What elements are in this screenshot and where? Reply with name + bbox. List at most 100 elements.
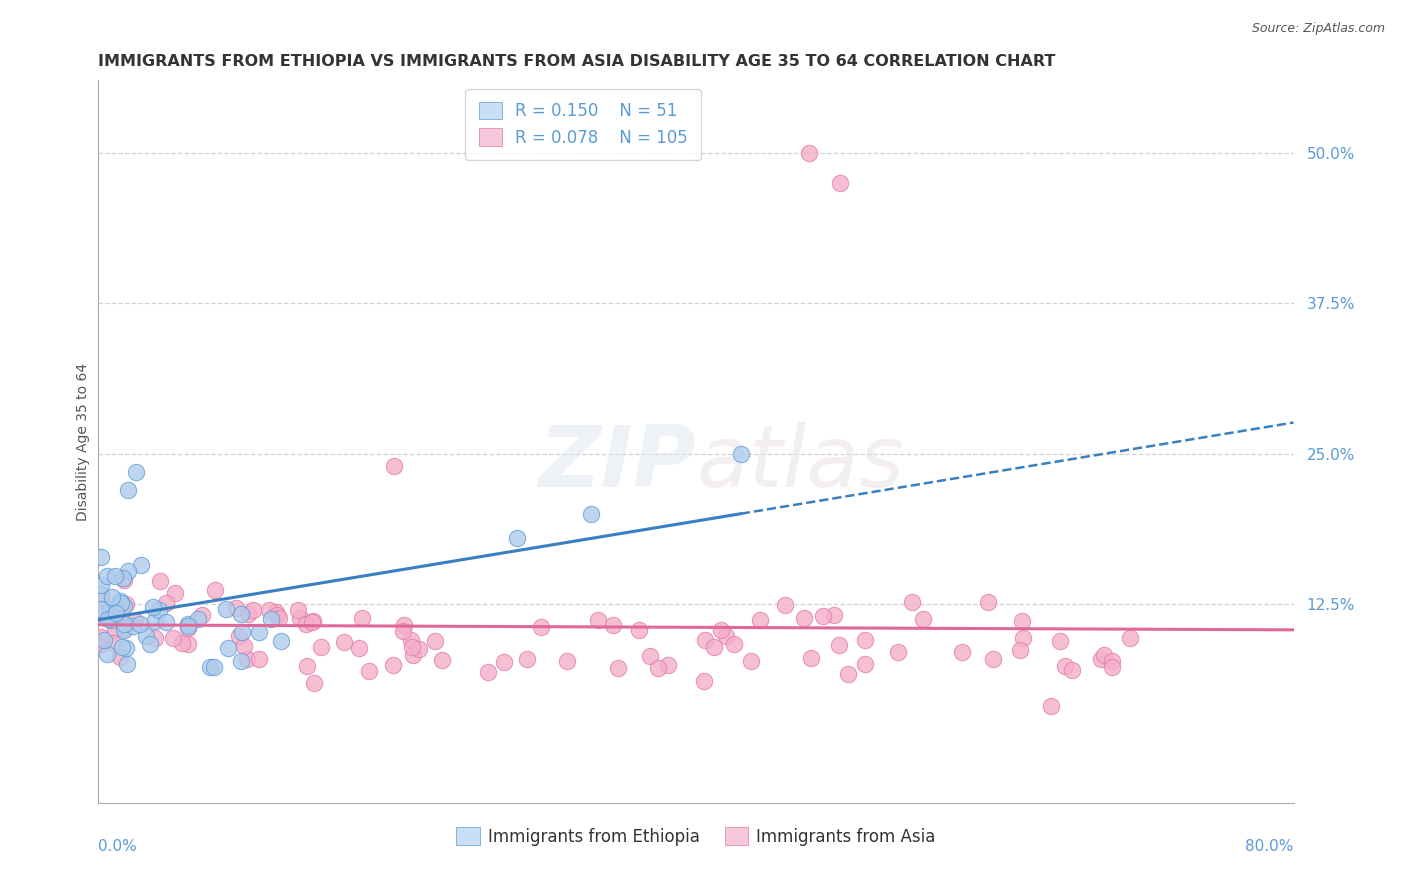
Point: [112, 623, 135, 637]
Point: [117, 657, 139, 671]
Point: [135, 629, 157, 643]
Point: [581, 507, 603, 521]
Point: [104, 607, 127, 621]
Point: [1090, 652, 1112, 666]
Point: [204, 583, 226, 598]
Point: [693, 673, 716, 688]
Point: [225, 600, 247, 615]
Point: [1011, 631, 1033, 645]
Point: [110, 596, 132, 610]
Point: [1011, 614, 1033, 628]
Point: [128, 617, 150, 632]
Point: [657, 657, 679, 672]
Point: [981, 652, 1004, 666]
Point: [773, 599, 796, 613]
Point: [101, 590, 124, 604]
Point: [163, 586, 186, 600]
Text: Source: ZipAtlas.com: Source: ZipAtlas.com: [1251, 22, 1385, 36]
Point: [162, 631, 184, 645]
Point: [408, 642, 430, 657]
Point: [853, 632, 876, 647]
Point: [288, 611, 311, 625]
Point: [295, 659, 318, 673]
Point: [430, 653, 453, 667]
Point: [90, 592, 112, 607]
Point: [294, 617, 316, 632]
Point: [90, 577, 112, 591]
Point: [797, 145, 820, 160]
Point: [309, 640, 332, 654]
Point: [111, 640, 134, 655]
Point: [950, 645, 973, 659]
Point: [703, 640, 725, 655]
Point: [108, 594, 131, 608]
Point: [269, 610, 291, 624]
Point: [402, 648, 425, 662]
Point: [828, 176, 851, 190]
Point: [257, 603, 280, 617]
Point: [710, 623, 733, 637]
Point: [799, 651, 821, 665]
Legend: Immigrants from Ethiopia, Immigrants from Asia: Immigrants from Ethiopia, Immigrants fro…: [450, 821, 942, 852]
Point: [1040, 699, 1063, 714]
Point: [287, 603, 309, 617]
Point: [242, 602, 264, 616]
Point: [1101, 660, 1123, 674]
Point: [530, 620, 553, 634]
Text: 0.0%: 0.0%: [98, 838, 138, 854]
Point: [740, 655, 762, 669]
Point: [977, 595, 1000, 609]
Point: [129, 558, 152, 573]
Point: [302, 615, 325, 629]
Point: [628, 624, 651, 638]
Point: [837, 667, 859, 681]
Point: [155, 596, 177, 610]
Point: [270, 634, 292, 648]
Point: [391, 624, 413, 639]
Point: [217, 641, 239, 656]
Point: [108, 649, 131, 664]
Point: [187, 612, 209, 626]
Point: [401, 640, 423, 655]
Point: [142, 600, 165, 615]
Point: [723, 637, 745, 651]
Point: [823, 607, 845, 622]
Point: [112, 573, 135, 587]
Point: [266, 608, 288, 623]
Point: [149, 574, 172, 589]
Point: [229, 654, 252, 668]
Point: [332, 635, 354, 649]
Point: [170, 636, 193, 650]
Point: [112, 599, 135, 613]
Point: [357, 664, 380, 678]
Point: [90, 587, 112, 601]
Point: [793, 611, 815, 625]
Point: [235, 651, 257, 665]
Point: [1092, 648, 1115, 663]
Point: [714, 629, 737, 643]
Point: [1049, 634, 1071, 648]
Point: [555, 654, 578, 668]
Point: [229, 607, 252, 621]
Text: IMMIGRANTS FROM ETHIOPIA VS IMMIGRANTS FROM ASIA DISABILITY AGE 35 TO 64 CORRELA: IMMIGRANTS FROM ETHIOPIA VS IMMIGRANTS F…: [98, 54, 1056, 70]
Point: [302, 675, 325, 690]
Point: [125, 465, 148, 479]
Point: [191, 607, 214, 622]
Point: [912, 612, 935, 626]
Point: [176, 637, 198, 651]
Point: [104, 569, 127, 583]
Point: [900, 595, 922, 609]
Point: [350, 611, 373, 625]
Point: [1062, 663, 1084, 677]
Point: [602, 617, 624, 632]
Point: [93, 632, 115, 647]
Point: [828, 639, 851, 653]
Point: [143, 632, 166, 646]
Point: [1053, 658, 1076, 673]
Point: [148, 603, 170, 617]
Point: [228, 629, 250, 643]
Point: [1118, 631, 1140, 645]
Point: [236, 607, 259, 622]
Y-axis label: Disability Age 35 to 64: Disability Age 35 to 64: [76, 362, 90, 521]
Point: [117, 564, 139, 578]
